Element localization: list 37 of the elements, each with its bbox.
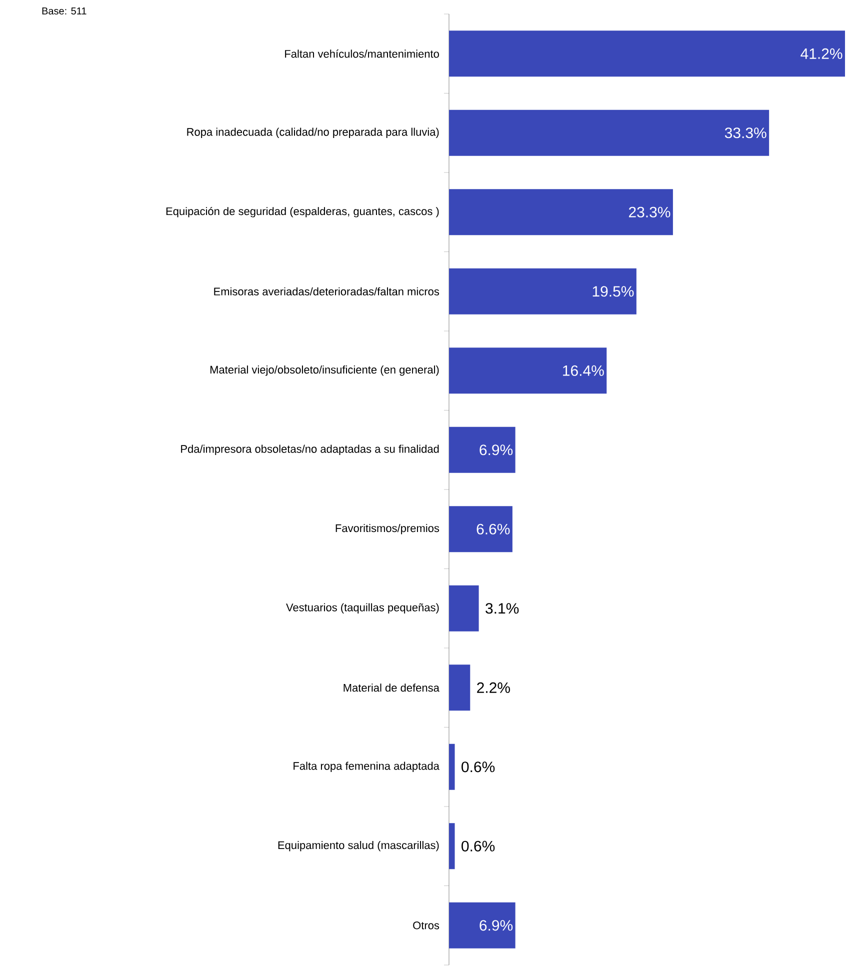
bar: [449, 110, 770, 156]
bar: [449, 506, 512, 552]
y-tick-label: Equipamiento salud (mascarillas): [278, 841, 439, 852]
bar: [449, 348, 607, 394]
y-tick-label: Equipación de seguridad (espalderas, guantes, cascos ): [166, 206, 439, 218]
bar: [449, 823, 455, 870]
y-tick-label: Material de defensa: [344, 684, 440, 692]
data-label: 2.2%: [477, 682, 510, 693]
bar: [449, 426, 516, 473]
data-label: 6.6%: [476, 524, 510, 534]
bar: [449, 664, 470, 711]
bar: [449, 744, 455, 790]
y-tick-label: Otros: [413, 922, 440, 930]
data-label: 6.9%: [480, 920, 513, 931]
bar: [449, 189, 673, 236]
data-label: 23.3%: [628, 206, 670, 218]
data-label: 19.5%: [592, 286, 634, 297]
bar: [449, 30, 846, 77]
data-label: 33.3%: [724, 128, 766, 138]
data-label: 3.1%: [486, 603, 519, 614]
y-tick-label: Faltan vehículos/mantenimiento: [285, 50, 439, 58]
data-label: 6.9%: [480, 444, 513, 456]
y-tick-label: Vestuarios (taquillas pequeñas): [286, 603, 439, 614]
bar: [449, 902, 516, 948]
data-label: 41.2%: [800, 48, 842, 59]
data-label: 16.4%: [563, 365, 604, 376]
bar: [449, 585, 479, 632]
y-tick-label: Pda/impresora obsoletas/no adaptadas a su finalidad: [181, 444, 439, 455]
data-label: 0.6%: [462, 762, 495, 772]
text: Base: 511: [42, 8, 86, 14]
bar: [449, 268, 636, 314]
y-tick-label: Material viejo/obsoleto/insuficiente (en general): [210, 366, 439, 376]
y-tick-label: Ropa inadecuada (calidad/no preparada para lluvia): [187, 128, 439, 138]
y-tick-label: Emisoras averiadas/deterioradas/faltan micros: [214, 287, 440, 296]
data-label: 0.6%: [462, 840, 495, 852]
y-tick-label: Falta ropa femenina adaptada: [294, 762, 440, 772]
y-tick-label: Favoritismos/premios: [336, 524, 440, 534]
